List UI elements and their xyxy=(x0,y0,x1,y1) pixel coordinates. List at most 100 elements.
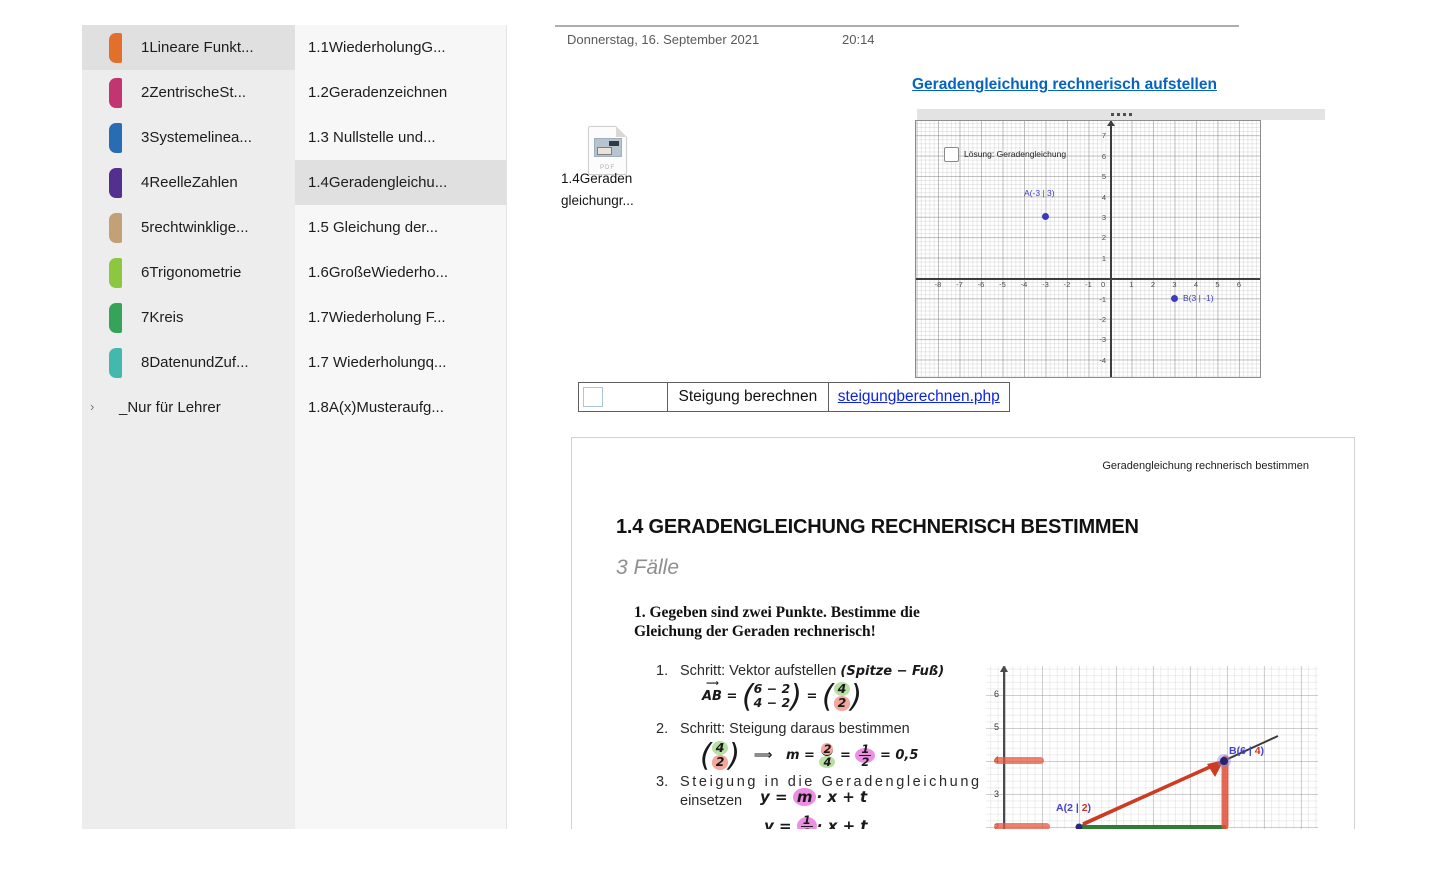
x-tick: 3 xyxy=(1172,280,1177,289)
page-item-1-4[interactable]: 1.4Geradengleichu... xyxy=(295,160,506,205)
geogebra-applet[interactable]: 7 6 5 4 3 2 1 -1 -2 -3 -4 -8 -7 -6 -5 -4… xyxy=(915,120,1261,378)
step1-handwritten-note: (Spitze − Fuß) xyxy=(840,664,945,679)
loesung-checkbox-label: Lösung: Geradengleichung xyxy=(964,149,1067,159)
page-item-1-6[interactable]: 1.6GroßeWiederho... xyxy=(295,250,506,295)
section-label: 4ReelleZahlen xyxy=(141,174,238,191)
half-highlight: 12 xyxy=(796,814,817,829)
section-item-3systemelinea[interactable]: 3Systemelinea... xyxy=(82,115,295,160)
geradengleichung-link[interactable]: Geradengleichung rechnerisch aufstellen xyxy=(912,76,1217,93)
section-item-6trigonometrie[interactable]: 6Trigonometrie xyxy=(82,250,295,295)
section-item-1lineare-funktionen[interactable]: 1Lineare Funkt... xyxy=(82,25,295,70)
drag-dot xyxy=(1116,113,1120,116)
vector-arrow-icon: ⟶ xyxy=(706,678,719,689)
y-tick: 1 xyxy=(1101,253,1106,263)
section-color-tab xyxy=(109,77,122,108)
doc-graph: 6 5 4 3 2 A(2 | 2) B(6 | 4) xyxy=(986,666,1318,829)
page-label: 1.2Geradenzeichnen xyxy=(308,84,448,101)
section-color-tab xyxy=(109,32,122,63)
point-a[interactable] xyxy=(1042,213,1049,220)
x-tick: 1 xyxy=(1129,280,1134,289)
step3-text-cont: einsetzen xyxy=(680,793,743,809)
page-item-1-8[interactable]: 1.8A(x)Musteraufg... xyxy=(295,385,506,430)
x-tick: -5 xyxy=(999,280,1006,289)
open-paren: ( xyxy=(821,677,834,715)
y-axis-arrow xyxy=(1107,121,1115,126)
open-paren: ( xyxy=(741,677,754,715)
section-item-2zentrischest[interactable]: 2ZentrischeSt... xyxy=(82,70,295,115)
x-tick: -8 xyxy=(934,280,942,289)
x-tick: -1 xyxy=(1085,280,1092,289)
slope-label-cell: Steigung berechnen xyxy=(666,382,830,412)
slope-label: Steigung berechnen xyxy=(678,388,818,405)
section-label: _Nur für Lehrer xyxy=(119,399,221,416)
loesung-checkbox[interactable] xyxy=(944,147,959,162)
implies-arrow-icon: ⟹ xyxy=(753,747,773,763)
page-label: 1.4Geradengleichu... xyxy=(308,174,448,191)
x-tick: -6 xyxy=(977,280,985,289)
note-time: 20:14 xyxy=(842,32,875,47)
y-tick: 3 xyxy=(1101,213,1106,222)
chevron-right-icon[interactable]: › xyxy=(90,399,95,414)
section-label: 6Trigonometrie xyxy=(141,264,242,281)
page-item-1-5[interactable]: 1.5 Gleichung der... xyxy=(295,205,506,250)
pdf-preview: Geradengleichung rechnerisch bestimmen 1… xyxy=(571,437,1355,829)
slope-checkbox-cell xyxy=(578,382,668,412)
embed-drag-handle[interactable] xyxy=(917,109,1325,120)
vector-drawing xyxy=(1075,735,1279,829)
x-tick: -3 xyxy=(1042,280,1049,289)
step2-text: Schritt: Steigung daraus bestimmen xyxy=(680,721,910,737)
y-tick: 2 xyxy=(1101,233,1106,242)
section-label: 2ZentrischeSt... xyxy=(141,84,247,101)
y-tick: -4 xyxy=(1099,355,1106,365)
section-label: 8DatenundZuf... xyxy=(141,354,249,371)
origin-label: 0 xyxy=(1101,280,1106,289)
page-item-1-7b[interactable]: 1.7 Wiederholungq... xyxy=(295,340,506,385)
x-tick: 4 xyxy=(1193,280,1199,289)
x-tick: -4 xyxy=(1020,280,1028,289)
y-tick: 5 xyxy=(993,722,999,732)
y-tick: -1 xyxy=(1099,294,1106,304)
drag-dot xyxy=(1110,113,1114,116)
section-label: 7Kreis xyxy=(141,309,184,326)
open-paren: ( xyxy=(700,736,712,774)
step1-number: 1. xyxy=(656,663,669,679)
y-axis xyxy=(1110,121,1112,377)
slope-link-cell: steigungberechnen.php xyxy=(827,382,1010,412)
note-date: Donnerstag, 16. September 2021 xyxy=(567,32,760,47)
slope-table: Steigung berechnen steigungberechnen.php xyxy=(578,382,1010,412)
page-fold-corner xyxy=(616,126,627,137)
section-item-5rechtwinklige[interactable]: 5rechtwinklige... xyxy=(82,205,295,250)
y-tick: -2 xyxy=(1099,315,1106,324)
x-tick: 5 xyxy=(1215,280,1220,289)
section-color-tab xyxy=(109,212,122,243)
section-item-8datenundzuf[interactable]: 8DatenundZuf... xyxy=(82,340,295,385)
section-group-nur-fuer-lehrer[interactable]: › _Nur für Lehrer xyxy=(82,385,295,430)
section-item-4reellezahlen[interactable]: 4ReelleZahlen xyxy=(82,160,295,205)
close-paren: ) xyxy=(850,677,863,715)
page-label: 1.3 Nullstelle und... xyxy=(308,129,436,146)
doc-intro-line2: Gleichung der Geraden rechnerisch! xyxy=(634,623,876,641)
step1-label: Schritt: Vektor aufstellen xyxy=(680,663,837,679)
y-tick: 5 xyxy=(1101,172,1106,181)
page-item-1-1[interactable]: 1.1WiederholungG... xyxy=(295,25,506,70)
point-b[interactable] xyxy=(1171,295,1178,302)
section-item-7kreis[interactable]: 7Kreis xyxy=(82,295,295,340)
pdf-attachment-icon[interactable]: PDF xyxy=(588,126,627,175)
page-label: 1.8A(x)Musteraufg... xyxy=(308,399,444,416)
pdf-attachment-caption[interactable]: 1.4Geraden gleichungr... xyxy=(561,168,681,211)
y-tick: 4 xyxy=(1101,192,1106,202)
pdf-type-label: PDF xyxy=(600,165,615,171)
page-item-1-7a[interactable]: 1.7Wiederholung F... xyxy=(295,295,506,340)
slope-checkbox[interactable] xyxy=(583,387,603,407)
drag-dot xyxy=(1128,113,1132,116)
section-color-tab xyxy=(109,167,122,198)
steigungberechnen-link[interactable]: steigungberechnen.php xyxy=(837,388,1000,405)
page-label: 1.1WiederholungG... xyxy=(308,39,446,56)
red-marker-y2 xyxy=(994,823,1050,829)
page-item-1-3[interactable]: 1.3 Nullstelle und... xyxy=(295,115,506,160)
x-tick: -2 xyxy=(1063,280,1071,289)
page-item-1-2[interactable]: 1.2Geradenzeichnen xyxy=(295,70,506,115)
step1-text: Schritt: Vektor aufstellen (Spitze − Fuß… xyxy=(680,663,944,679)
step3-number: 3. xyxy=(656,774,669,790)
red-marker-y4 xyxy=(994,757,1044,764)
